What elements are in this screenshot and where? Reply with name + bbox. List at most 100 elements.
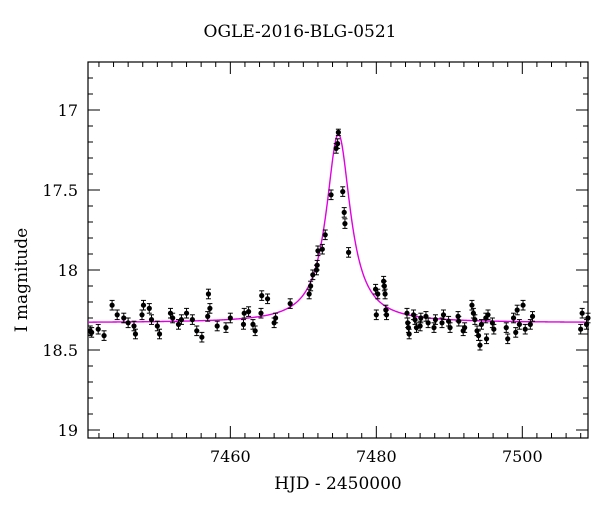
point-marker [95, 326, 101, 332]
point-marker [462, 325, 468, 331]
data-point [241, 307, 247, 319]
data-point [109, 299, 115, 311]
data-point [439, 317, 445, 329]
point-marker [308, 283, 314, 289]
data-point [513, 327, 519, 338]
point-marker [194, 328, 200, 334]
point-marker [227, 315, 233, 321]
data-point [146, 303, 152, 314]
data-point [522, 323, 528, 335]
point-marker [109, 302, 115, 308]
data-point [578, 323, 584, 335]
point-marker [132, 331, 139, 337]
point-marker [114, 312, 120, 318]
point-marker [241, 310, 247, 316]
point-marker [485, 312, 491, 318]
point-marker [510, 315, 517, 321]
point-marker [131, 323, 137, 329]
data-point [121, 312, 127, 324]
data-point [472, 314, 478, 325]
plot-frame [87, 61, 589, 439]
data-point [114, 309, 120, 321]
point-marker [259, 293, 265, 299]
point-marker [183, 310, 190, 316]
data-points-layer [87, 128, 591, 351]
point-marker [527, 321, 533, 327]
data-point [383, 309, 390, 321]
point-marker [472, 317, 478, 323]
point-marker [306, 291, 312, 297]
point-marker [425, 320, 431, 326]
point-marker [341, 209, 347, 215]
point-marker [383, 312, 390, 318]
point-marker [520, 302, 526, 308]
data-point [345, 247, 352, 258]
point-marker [319, 246, 325, 252]
model-curve-layer [88, 133, 589, 323]
data-point [520, 299, 526, 311]
y-tick-label: 19 [58, 421, 78, 440]
point-marker [205, 313, 211, 319]
data-point [183, 307, 190, 319]
data-point [148, 314, 155, 325]
data-point [156, 328, 163, 340]
data-point [245, 306, 252, 317]
y-tick-label: 18 [58, 261, 78, 280]
data-point [440, 309, 447, 321]
point-marker [483, 336, 490, 342]
data-point [205, 288, 212, 300]
point-marker [373, 312, 379, 318]
data-point [475, 330, 482, 341]
data-point [101, 330, 107, 341]
chart-title: OGLE-2016-BLG-0521 [203, 22, 397, 42]
point-marker [287, 301, 293, 307]
point-marker [514, 307, 520, 313]
point-marker [146, 305, 152, 311]
point-marker [417, 323, 423, 329]
data-point [319, 243, 325, 255]
point-marker [440, 312, 447, 318]
point-marker [345, 249, 352, 255]
data-point [483, 333, 490, 345]
x-axis-label: HJD - 2450000 [274, 474, 402, 494]
data-point [425, 317, 431, 329]
point-marker [340, 189, 346, 195]
point-marker [258, 310, 264, 316]
point-marker [579, 310, 585, 316]
point-marker [322, 232, 328, 238]
x-tick-label: 7460 [210, 447, 251, 466]
data-point [381, 280, 387, 292]
point-marker [585, 315, 591, 321]
data-point [335, 138, 341, 149]
point-marker [404, 310, 410, 316]
point-marker [491, 326, 497, 332]
data-point [505, 333, 511, 345]
point-marker [406, 331, 412, 337]
data-point [510, 312, 517, 324]
data-point [328, 189, 334, 201]
data-point [340, 186, 346, 197]
data-point [189, 314, 195, 325]
data-point [456, 315, 462, 327]
point-marker [139, 312, 145, 318]
point-marker [522, 326, 528, 332]
point-marker [382, 291, 388, 297]
data-point [315, 245, 321, 257]
data-point [240, 319, 247, 330]
point-marker [578, 326, 584, 332]
data-point [341, 207, 347, 218]
data-point [342, 218, 348, 229]
point-marker [418, 315, 424, 321]
point-marker [315, 248, 321, 254]
plot-border [87, 61, 589, 439]
x-tick-label: 7480 [356, 447, 397, 466]
point-marker [245, 309, 252, 315]
y-axis-label: I magnitude [12, 227, 32, 333]
data-point [214, 320, 220, 332]
data-point [529, 311, 536, 322]
point-marker [199, 334, 205, 340]
data-point [418, 312, 424, 324]
data-point [259, 290, 265, 301]
point-marker [335, 141, 341, 147]
point-marker [175, 321, 182, 327]
